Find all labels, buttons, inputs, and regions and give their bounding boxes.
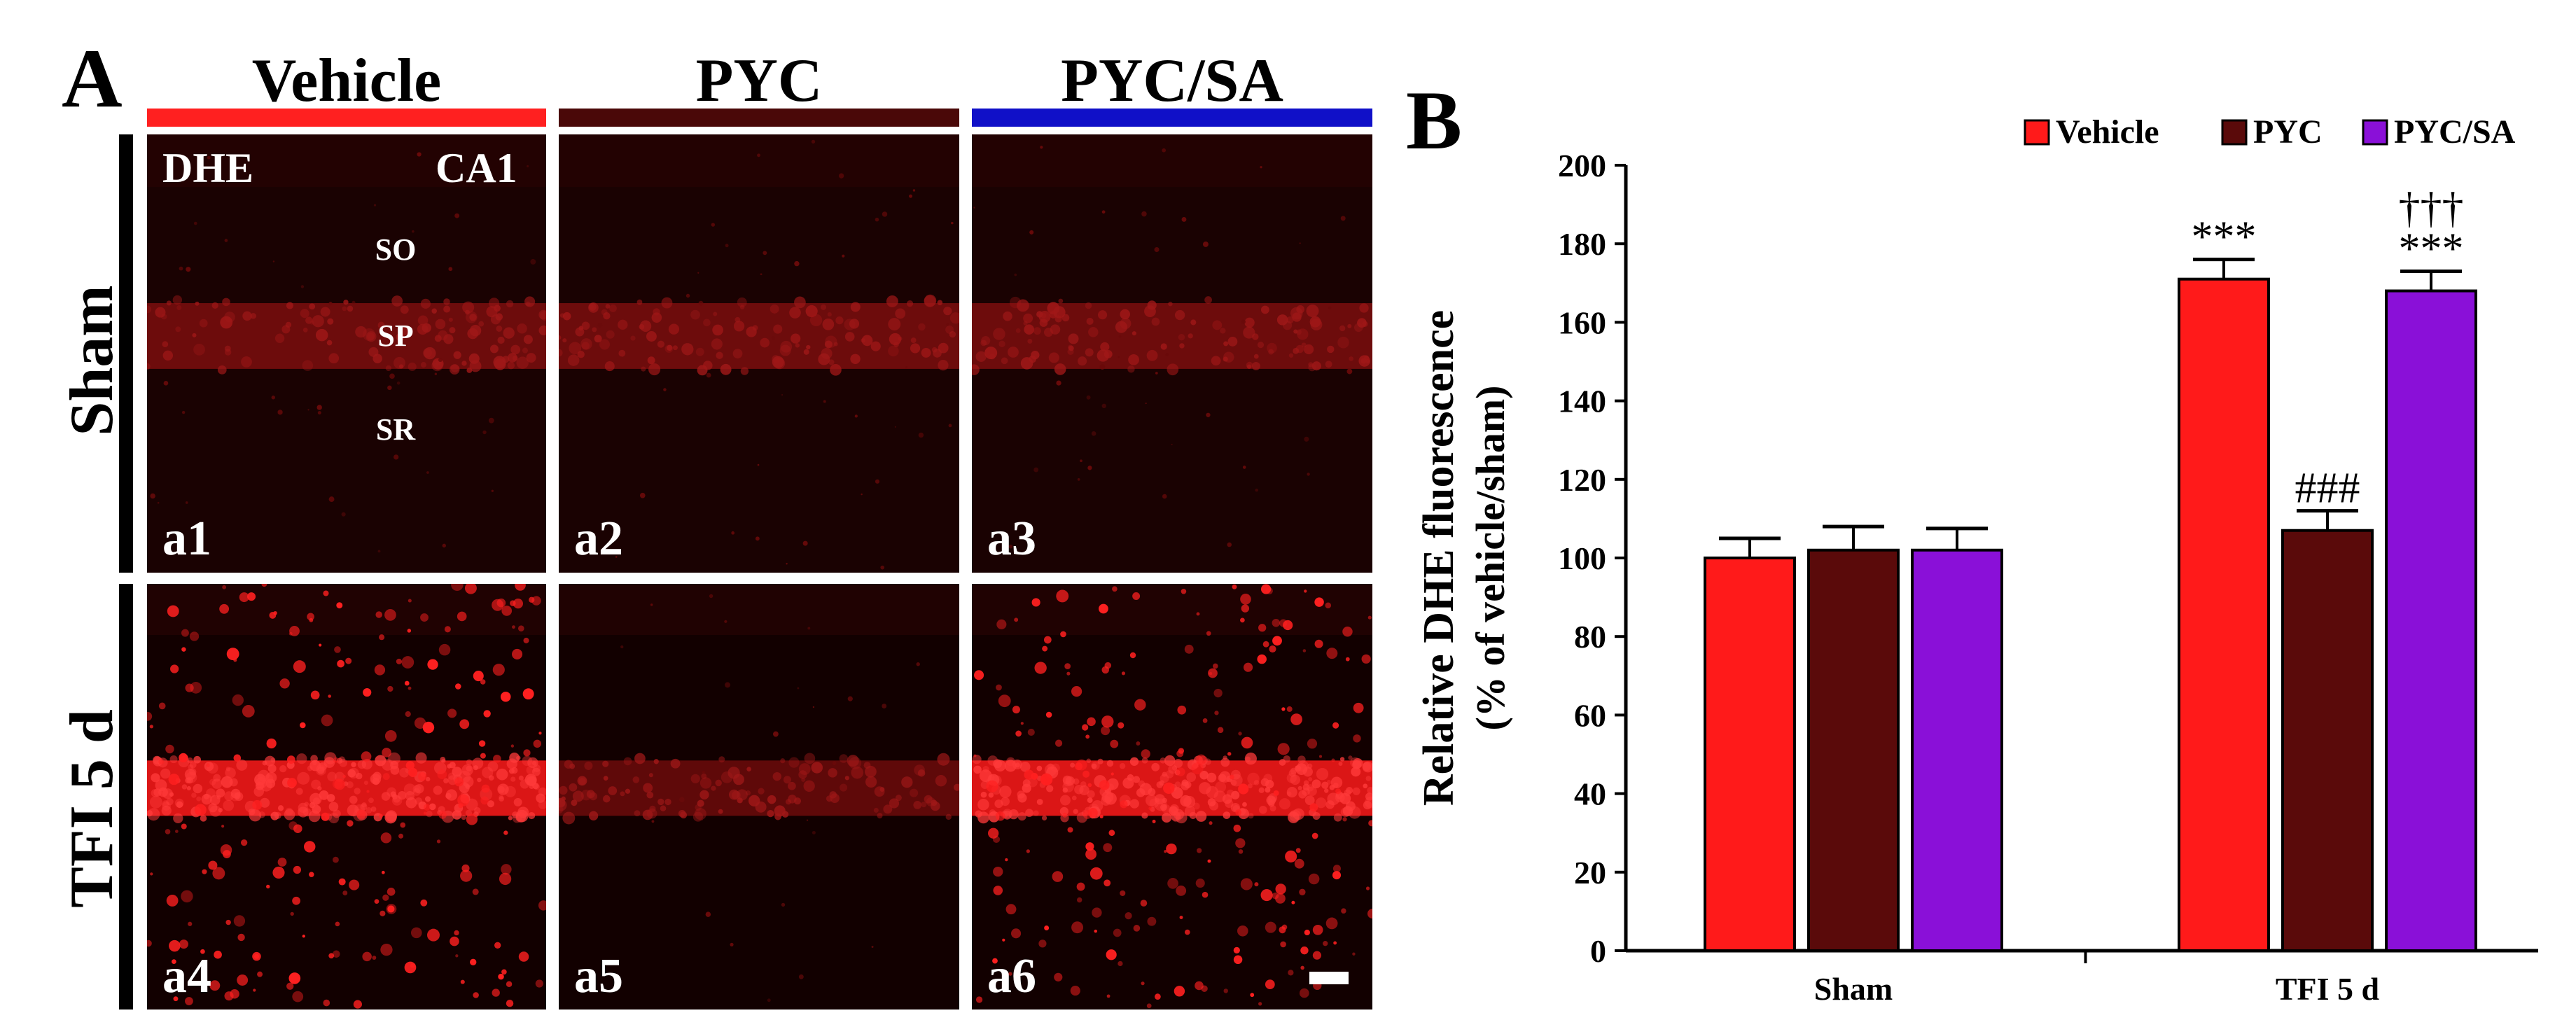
col-bar-pyc-sa bbox=[972, 109, 1372, 127]
micrograph-a6 bbox=[972, 584, 1372, 1009]
y-tick-label: 200 bbox=[1558, 148, 1606, 183]
x-category-label: Sham bbox=[1814, 971, 1893, 1007]
micrograph-a2 bbox=[559, 134, 959, 573]
significance-label: *** bbox=[2399, 225, 2464, 272]
region-label: CA1 bbox=[436, 145, 517, 191]
y-tick-label: 180 bbox=[1558, 226, 1606, 262]
tile-label-a5: a5 bbox=[574, 949, 623, 1003]
micrograph-a1 bbox=[147, 134, 546, 573]
y-tick-label: 160 bbox=[1558, 305, 1606, 340]
y-tick-label: 20 bbox=[1574, 855, 1606, 890]
legend-swatch bbox=[2362, 119, 2388, 146]
layer-label-so: SO bbox=[375, 232, 417, 267]
legend-swatch bbox=[2024, 119, 2050, 146]
significance-label: ### bbox=[2295, 465, 2360, 512]
legend-swatch bbox=[2221, 119, 2248, 146]
significance-label: ††† bbox=[2399, 184, 2464, 232]
row-bar-sham bbox=[119, 134, 133, 573]
legend-label: Vehicle bbox=[2056, 113, 2159, 151]
y-axis-label-line2: (% of vehicle/sham) bbox=[1468, 386, 1513, 731]
tile-label-a4: a4 bbox=[162, 949, 211, 1003]
y-tick-label: 60 bbox=[1574, 697, 1606, 733]
row-bar-tfi bbox=[119, 584, 133, 1009]
col-title-pyc: PYC bbox=[695, 47, 823, 115]
bar-vehicle-1 bbox=[2178, 277, 2270, 952]
bar-pyc-sa-1 bbox=[2385, 289, 2477, 952]
bar-vehicle-0 bbox=[1704, 557, 1796, 952]
stain-label: DHE bbox=[162, 145, 254, 191]
col-title-vehicle: Vehicle bbox=[251, 47, 442, 115]
tile-label-a2: a2 bbox=[574, 512, 623, 566]
layer-label-sr: SR bbox=[375, 412, 416, 447]
significance-label: *** bbox=[2192, 214, 2257, 261]
col-bar-pyc bbox=[559, 109, 959, 127]
scale-bar bbox=[1309, 972, 1349, 984]
col-title-pyc-sa: PYC/SA bbox=[1061, 47, 1283, 115]
y-tick-label: 120 bbox=[1558, 462, 1606, 498]
micrograph-a5 bbox=[559, 584, 959, 1009]
y-axis-label-line1: Relative DHE fluorescence bbox=[1415, 310, 1463, 806]
panel-a-letter: A bbox=[62, 32, 123, 125]
x-category-label: TFI 5 d bbox=[2276, 971, 2380, 1007]
layer-label-sp: SP bbox=[377, 319, 414, 353]
y-tick-label: 40 bbox=[1574, 776, 1606, 812]
micrograph-a3 bbox=[972, 134, 1372, 573]
bar-pyc-0 bbox=[1807, 548, 1900, 952]
bar-pyc-sa-0 bbox=[1911, 548, 2003, 952]
col-bar-vehicle bbox=[147, 109, 546, 127]
tile-label-a3: a3 bbox=[987, 512, 1036, 566]
legend-label: PYC/SA bbox=[2394, 113, 2516, 151]
panel-b-letter: B bbox=[1406, 74, 1463, 167]
y-tick-label: 100 bbox=[1558, 540, 1606, 576]
legend-label: PYC bbox=[2253, 113, 2323, 151]
y-tick-label: 140 bbox=[1558, 384, 1606, 419]
tile-label-a1: a1 bbox=[162, 512, 211, 566]
bar-pyc-1 bbox=[2281, 529, 2374, 952]
y-tick-label: 80 bbox=[1574, 619, 1606, 655]
tile-label-a6: a6 bbox=[987, 949, 1036, 1003]
micrograph-a4 bbox=[147, 584, 546, 1009]
y-tick-label: 0 bbox=[1590, 933, 1606, 969]
